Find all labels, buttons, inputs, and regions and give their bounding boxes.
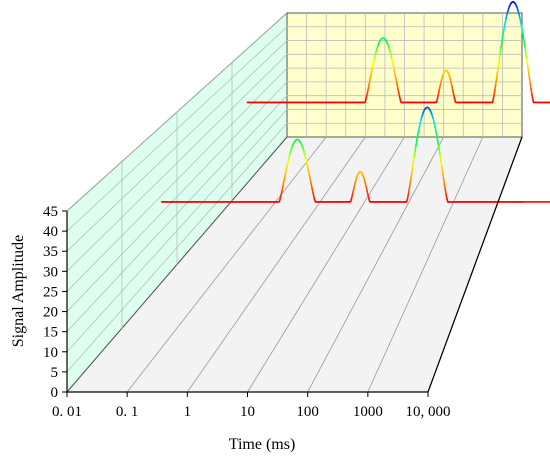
y-tick-label: 25 — [43, 284, 58, 300]
series-fd-segment — [521, 30, 525, 38]
series-fd-segment — [501, 36, 504, 44]
x-tick-label: 10 — [240, 404, 255, 420]
series-mfd-segment — [413, 149, 416, 157]
series-fd-segment — [523, 40, 526, 49]
series-fd-segment — [496, 65, 500, 73]
y-tick-label: 20 — [43, 305, 58, 321]
back-wall-grid — [287, 13, 522, 137]
series-mfd-segment — [444, 188, 447, 196]
series-fd-segment — [522, 35, 525, 43]
series-mfd-segment — [410, 172, 413, 180]
y-axis-ticks: 0 5 10 15 20 25 30 35 40 45 — [43, 204, 67, 401]
x-tick-label: 1000 — [353, 404, 383, 420]
floor-grid — [126, 136, 523, 393]
x-tick-label: 0. 01 — [52, 404, 82, 420]
series-fd-segment — [498, 53, 501, 61]
series-mfd-segment — [436, 139, 440, 146]
series-fd-segment — [502, 26, 506, 33]
series-layer — [160, 1, 550, 203]
series-fd-segment — [494, 83, 497, 91]
series-mfd-segment — [437, 144, 441, 151]
y-tick-label: 0 — [51, 385, 59, 401]
series-mfd-segment — [409, 178, 412, 186]
series-fd-segment — [527, 70, 531, 79]
series-fd-segment — [531, 93, 534, 101]
y-tick-label: 45 — [43, 204, 58, 220]
series-mfd-segment — [440, 160, 443, 168]
y-tick-label: 30 — [43, 264, 58, 280]
series-mfd-segment — [407, 188, 410, 196]
x-tick-label: 10, 000 — [406, 404, 451, 420]
y-axis-title: Signal Amplitude — [10, 235, 27, 347]
series-fd — [246, 1, 550, 104]
series-mfd-segment — [414, 144, 417, 152]
series-mfd-segment — [443, 183, 447, 191]
floor-grid-line — [307, 136, 445, 393]
series-fd-segment — [528, 76, 531, 85]
series-mfd-segment — [412, 155, 416, 163]
y-tick-label: 35 — [43, 244, 58, 260]
series-mfd-segment — [442, 177, 446, 185]
series-fd-segment — [492, 94, 495, 101]
floor-grid-line — [367, 136, 484, 393]
series-fd-segment — [497, 58, 501, 67]
series-fd-segment — [520, 25, 524, 33]
series-fd-segment — [530, 88, 533, 96]
series-fd-segment — [526, 64, 530, 73]
series-fd-segment — [493, 88, 496, 96]
series-mfd-segment — [415, 139, 418, 147]
series-fd-segment — [500, 41, 503, 49]
x-tick-label: 1 — [184, 404, 192, 420]
series-mfd-segment — [411, 160, 415, 169]
x-axis-ticks: 0. 01 0. 1 1 10 100 1000 10, 000 — [52, 392, 451, 420]
floor-grid-line — [247, 136, 405, 393]
x-tick-label: 100 — [296, 404, 319, 420]
floor-grid-line — [126, 136, 327, 393]
side-wall-grid — [66, 12, 288, 373]
series-mfd-segment — [408, 183, 411, 191]
series-mfd-segment — [416, 134, 419, 142]
series-mfd-segment — [441, 166, 444, 174]
series-fd-segment — [499, 47, 502, 55]
y-tick-label: 10 — [43, 345, 58, 361]
y-tick-label: 5 — [51, 365, 59, 381]
series-fd-segment — [529, 82, 532, 90]
series-fd-segment — [495, 77, 498, 85]
y-tick-label: 15 — [43, 325, 58, 341]
series-fd-segment — [524, 46, 527, 55]
series-fd-segment — [525, 52, 528, 60]
y-tick-label: 40 — [43, 224, 58, 240]
series-mfd-segment — [439, 154, 442, 163]
floor-grid-line — [187, 136, 366, 393]
series-fd-segment — [501, 30, 505, 38]
x-axis-title: Time (ms) — [229, 436, 296, 453]
series-mfd-segment — [435, 134, 439, 141]
series-fd-segment — [495, 71, 499, 79]
series-fd-segment — [525, 58, 529, 67]
series-mfd — [160, 106, 550, 203]
depth-axis-line — [427, 136, 523, 393]
x-tick-label: 0. 1 — [116, 404, 139, 420]
series-mfd-segment — [410, 166, 414, 174]
series-mfd-segment — [441, 171, 445, 180]
series-mfd-segment — [438, 149, 441, 157]
